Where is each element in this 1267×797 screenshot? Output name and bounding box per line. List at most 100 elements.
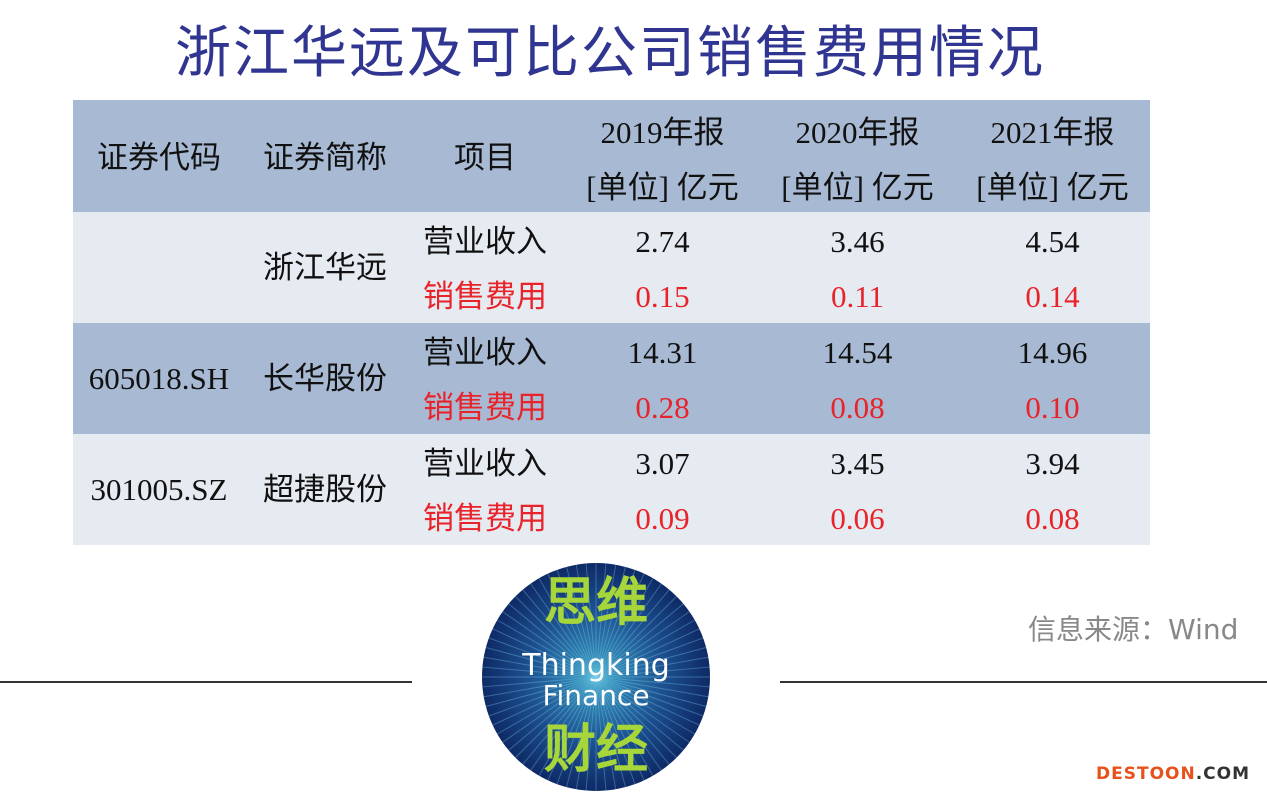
logo-ray: [595, 676, 670, 765]
logo: 思维 Thingking Finance 财经: [482, 563, 710, 791]
logo-ray: [595, 676, 662, 771]
watermark: DESTOON.COM: [1096, 764, 1250, 784]
title: 浙江华远及可比公司销售费用情况: [175, 23, 1045, 85]
logo-ray: [547, 573, 597, 678]
table-row: [73, 212, 1150, 323]
logo-ray: [595, 676, 626, 788]
logo-line2: Finance: [542, 679, 649, 712]
logo-ray: [595, 563, 607, 678]
item-label: 销售费用: [423, 279, 547, 314]
logo-ray: [556, 569, 597, 678]
column-header: 2019年报: [600, 115, 725, 150]
logo-ray: [595, 569, 636, 678]
logo-ray: [595, 566, 626, 678]
security-code: 301005.SZ: [90, 472, 228, 507]
security-code: 605018.SH: [88, 361, 230, 396]
logo-ray: [566, 676, 597, 788]
value-cell: 4.54: [1025, 224, 1080, 259]
logo-ray: [502, 611, 597, 678]
value-cell: 0.11: [830, 279, 885, 314]
logo-ray: [595, 596, 677, 678]
logo-ray: [595, 676, 709, 698]
logo-ray: [530, 676, 597, 771]
logo-ray: [497, 619, 597, 678]
logo-ray: [595, 676, 707, 707]
logo-ray: [595, 676, 700, 726]
item-label: 销售费用: [423, 390, 547, 425]
logo-ray: [566, 566, 597, 678]
logo-ray: [595, 676, 636, 785]
logo-ray: [595, 676, 684, 751]
logo-ray: [522, 589, 597, 678]
logo-ray: [595, 619, 695, 678]
logo-ray: [595, 676, 695, 735]
logo-ray: [595, 676, 710, 688]
watermark-suffix: .COM: [1195, 764, 1251, 784]
logo-ray: [595, 676, 690, 743]
logo-ray: [585, 563, 597, 678]
value-cell: 0.28: [635, 390, 690, 425]
logo-ray: [483, 656, 597, 678]
logo-bottom: 财经: [544, 720, 648, 780]
security-name: 长华股份: [263, 361, 387, 396]
item-label: 营业收入: [423, 224, 547, 259]
logo-ray: [595, 637, 704, 678]
security-name: 超捷股份: [263, 472, 387, 507]
logo-ray: [595, 578, 654, 678]
logo-ray: [482, 676, 597, 688]
value-cell: 3.45: [830, 446, 885, 481]
logo-ray: [508, 603, 597, 678]
value-cell: 0.10: [1025, 390, 1080, 425]
logo-ray: [497, 676, 597, 735]
logo-ray: [547, 676, 597, 781]
column-header: 2020年报: [795, 115, 920, 150]
column-header: 项目: [454, 140, 516, 175]
column-header: 证券简称: [263, 140, 387, 175]
security-name: 浙江华远: [263, 250, 387, 285]
logo-line1: Thingking: [521, 648, 670, 683]
column-header: [单位] 亿元: [976, 170, 1129, 205]
table-row: [73, 323, 1150, 434]
item-label: 营业收入: [423, 335, 547, 370]
logo-ray: [483, 676, 597, 698]
value-cell: 0.08: [830, 390, 885, 425]
logo-ray: [492, 628, 597, 678]
value-cell: 14.96: [1017, 335, 1088, 370]
source: 信息来源：Wind: [1028, 613, 1239, 646]
logo-ray: [538, 578, 597, 678]
value-cell: 2.74: [635, 224, 690, 259]
logo-ray: [515, 596, 597, 678]
logo-ray: [595, 628, 700, 678]
logo-ray: [515, 676, 597, 758]
logo-ray: [595, 564, 617, 678]
logo-ray: [595, 676, 607, 791]
logo-ray: [502, 676, 597, 743]
divider: [780, 681, 1267, 683]
logo-ray: [575, 676, 597, 790]
value-cell: 14.54: [822, 335, 893, 370]
logo-ray: [595, 647, 707, 678]
item-label: 销售费用: [423, 501, 547, 536]
logo-ray: [530, 583, 597, 678]
item-label: 营业收入: [423, 446, 547, 481]
logo-ray: [488, 676, 597, 717]
logo-ray: [585, 676, 597, 791]
logo-ray: [595, 676, 617, 790]
value-cell: 3.94: [1025, 446, 1080, 481]
logo-ray: [595, 676, 704, 717]
logo-ray: [595, 656, 709, 678]
logo-ray: [595, 573, 645, 678]
value-cell: 0.09: [635, 501, 690, 536]
logo-ray: [482, 666, 597, 678]
logo-ray: [492, 676, 597, 726]
value-cell: 0.08: [1025, 501, 1080, 536]
table-row: [73, 434, 1150, 545]
logo-ray: [595, 603, 684, 678]
logo-ray: [522, 676, 597, 765]
value-cell: 3.46: [830, 224, 885, 259]
logo-circle: [482, 563, 710, 791]
logo-ray: [595, 611, 690, 678]
table: 证券代码 证券简称 项目 2019年报 [单位] 亿元 2020年报 [单位] 亿元 2021…: [73, 100, 1150, 545]
logo-ray: [508, 676, 597, 751]
